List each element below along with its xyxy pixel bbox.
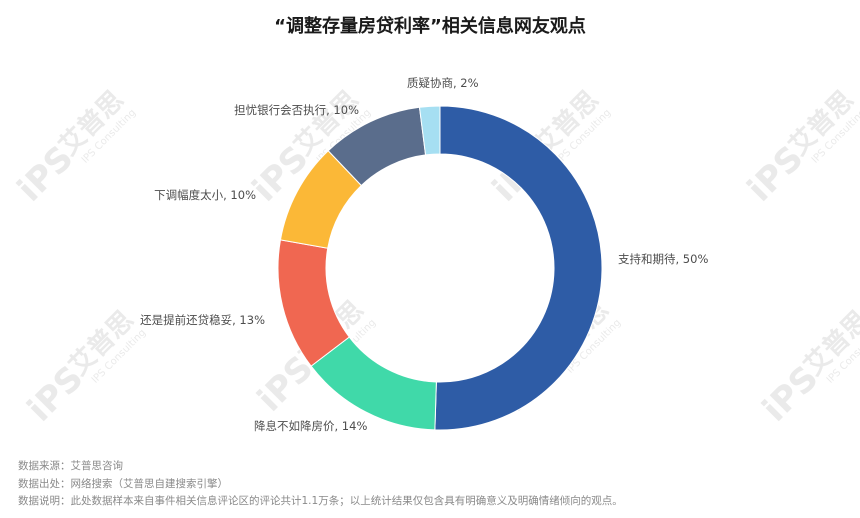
slice-label-5: 担忧银行会否执行, 10% [234, 103, 359, 117]
slice-label-4: 下调幅度太小, 10% [154, 188, 256, 202]
footer-note: 数据说明：此处数据样本来自事件相关信息评论区的评论共计1.1万条；以上统计结果仅… [18, 495, 623, 507]
svg-text:艾普思: 艾普思 [798, 304, 860, 381]
slice-label-1: 支持和期待, 50% [618, 252, 708, 266]
slice-label-3: 还是提前还贷稳妥, 13% [140, 313, 265, 327]
donut-slices [277, 105, 603, 431]
slice-label-2: 降息不如降房价, 14% [254, 419, 367, 433]
donut-slice-1 [434, 105, 603, 431]
footer-source: 数据来源：艾普思咨询 [18, 460, 123, 472]
slice-labels: 支持和期待, 50% 降息不如降房价, 14% 还是提前还贷稳妥, 13% 下调幅度太… [140, 76, 708, 433]
footer-origin: 数据出处：网络搜索（艾普思自建搜索引擎） [18, 477, 228, 490]
slice-label-6: 质疑协商, 2% [407, 76, 479, 90]
footer-notes: 数据来源：艾普思咨询 数据出处：网络搜索（艾普思自建搜索引擎） 数据说明：此处数… [18, 458, 623, 511]
chart-title: “调整存量房贷利率”相关信息网友观点 [274, 16, 586, 37]
donut-slice-6 [418, 105, 441, 156]
